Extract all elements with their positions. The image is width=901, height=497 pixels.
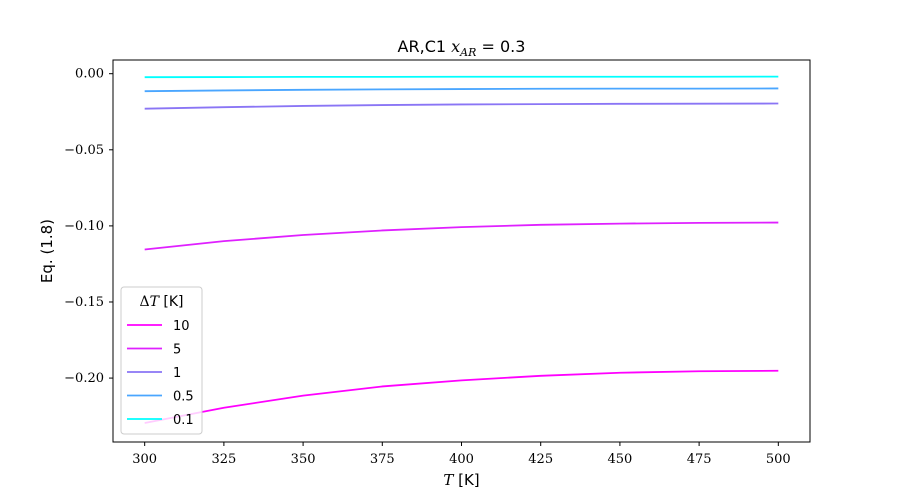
y-tick-label: −0.20 <box>64 371 104 386</box>
series-line-5 <box>144 221 779 251</box>
x-tick-label: 375 <box>370 452 395 467</box>
legend-title-delta: Δ <box>139 294 149 310</box>
x-tick-label: 450 <box>607 452 632 467</box>
title-var: x <box>451 37 460 56</box>
legend-label: 10 <box>173 319 190 334</box>
y-axis-label: Eq. (1.8) <box>38 219 56 283</box>
legend-title: ΔT [K] <box>139 294 183 310</box>
y-tick-label: −0.05 <box>64 143 104 158</box>
series-layer <box>144 75 779 424</box>
chart-title: AR,C1 xAR = 0.3 <box>398 37 526 59</box>
x-axis-label-var: T <box>443 471 454 489</box>
y-tick-label: 0.00 <box>75 67 104 82</box>
x-axis-label: T [K] <box>443 471 479 489</box>
series-line-0-5 <box>144 87 779 93</box>
series-line-0-1 <box>144 75 779 79</box>
x-tick-label: 400 <box>449 452 474 467</box>
title-subscript: AR <box>459 46 476 59</box>
x-tick-label: 475 <box>687 452 712 467</box>
title-equals: = <box>476 37 500 56</box>
series-line-1 <box>144 102 779 110</box>
y-axis: 0.00 −0.05 −0.10 −0.15 −0.20 <box>64 67 113 386</box>
legend: ΔT [K] 10 5 1 0.5 0.1 <box>120 286 203 435</box>
title-value: 0.3 <box>500 37 525 56</box>
legend-title-var: T <box>150 294 161 310</box>
series-line-10 <box>144 369 779 424</box>
y-tick-label: −0.10 <box>64 219 104 234</box>
legend-title-unit: [K] <box>159 294 184 310</box>
legend-label: 1 <box>173 366 181 381</box>
x-axis: 300 325 350 375 400 425 450 475 500 <box>132 442 791 467</box>
x-tick-label: 325 <box>211 452 236 467</box>
title-prefix: AR,C1 <box>398 37 452 56</box>
x-tick-label: 425 <box>528 452 553 467</box>
x-tick-label: 300 <box>132 452 157 467</box>
x-axis-label-unit: [K] <box>453 471 479 489</box>
x-tick-label: 350 <box>291 452 316 467</box>
legend-frame <box>120 286 203 435</box>
plot-frame <box>112 59 811 443</box>
y-tick-label: −0.15 <box>64 295 104 310</box>
legend-label: 0.5 <box>173 390 194 405</box>
legend-label: 0.1 <box>173 413 194 428</box>
legend-items: 10 5 1 0.5 0.1 <box>127 319 194 428</box>
legend-label: 5 <box>173 343 181 358</box>
x-tick-label: 500 <box>766 452 791 467</box>
